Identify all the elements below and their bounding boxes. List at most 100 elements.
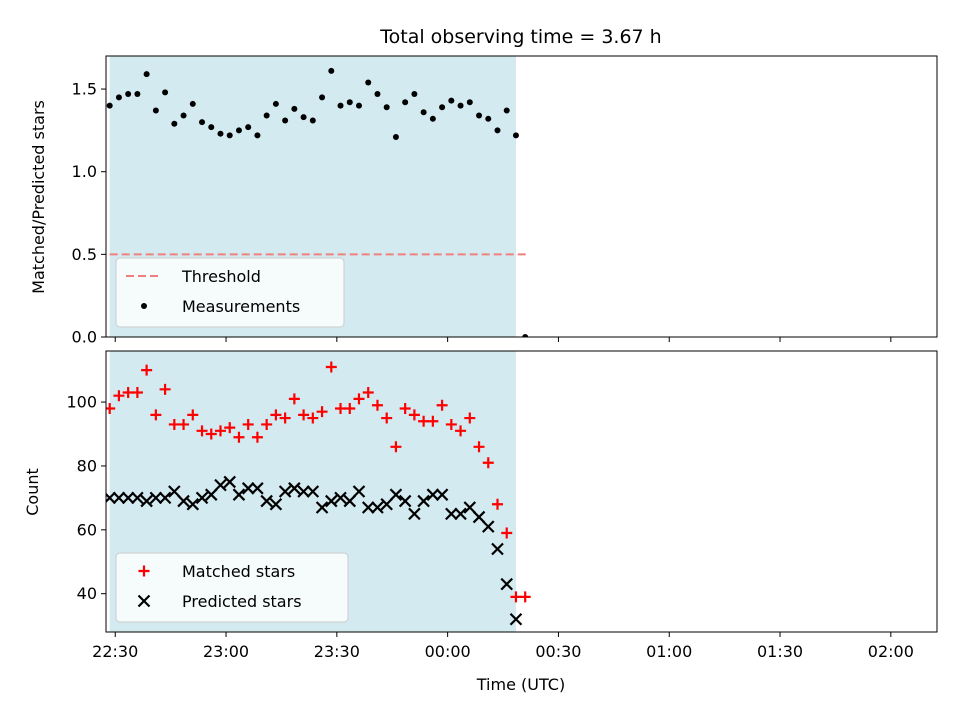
y-tick-label: 60 — [77, 520, 97, 539]
measurements-point — [365, 79, 372, 86]
matched-stars-point — [455, 425, 467, 437]
matched-stars-point — [491, 498, 503, 510]
matched-stars-point — [473, 441, 485, 453]
matched-stars-point — [233, 431, 245, 443]
predicted-stars-point — [223, 475, 237, 489]
predicted-stars-point — [288, 482, 301, 495]
matched-stars-point — [510, 591, 522, 603]
matched-stars-point — [445, 418, 457, 430]
predicted-stars-point — [112, 491, 126, 505]
measurements-point — [134, 91, 141, 98]
legend-label: Predicted stars — [182, 592, 302, 611]
measurements-point — [245, 124, 252, 131]
predicted-stars-point — [241, 482, 255, 495]
matched-stars-point — [242, 418, 254, 430]
legend: Matched stars Predicted stars — [115, 552, 349, 623]
measurements-point — [162, 89, 169, 96]
plot-area — [106, 67, 529, 337]
measurements-point — [512, 132, 519, 139]
measurements-point — [125, 91, 132, 98]
predicted-stars-point — [472, 510, 486, 524]
matched-stars-point — [362, 387, 374, 399]
y-tick-label: 1.0 — [72, 162, 97, 181]
predicted-stars-point — [269, 497, 283, 511]
x-tick-label: 23:00 — [203, 642, 249, 661]
measurements-point — [485, 115, 492, 122]
measurements-point — [180, 112, 187, 119]
matched-stars-point — [408, 409, 420, 421]
matched-stars-point — [399, 402, 411, 414]
x-tick-label: 01:30 — [757, 642, 803, 661]
matched-stars-point — [344, 402, 356, 414]
matched-stars-point — [288, 393, 300, 405]
predicted-stars-point — [158, 491, 172, 505]
matched-stars-point — [464, 412, 476, 424]
measurements-point — [457, 102, 464, 109]
matched-stars-point — [261, 418, 273, 430]
legend-box — [115, 257, 345, 328]
predicted-stars-point — [454, 507, 467, 521]
x-tick-label: 22:30 — [92, 642, 138, 661]
x-tick-label: 02:00 — [868, 642, 914, 661]
measurements-point — [115, 94, 122, 101]
measurements-point — [217, 130, 224, 137]
matched-stars-point — [168, 418, 180, 430]
measurements-point — [420, 109, 427, 116]
measurements-point — [439, 104, 446, 111]
measurements-point — [254, 132, 261, 139]
measurements-point — [355, 102, 362, 109]
matched-stars-point — [187, 409, 199, 421]
predicted-stars-point — [131, 491, 144, 505]
predicted-stars-point — [463, 501, 477, 514]
measurements-point — [503, 107, 510, 114]
matched-stars-point — [519, 591, 531, 603]
measurements-point — [309, 117, 316, 124]
predicted-stars-point — [445, 507, 458, 521]
legend-marker — [137, 594, 151, 608]
measurements-point — [171, 120, 178, 127]
predicted-stars-point — [408, 507, 421, 521]
measurements-point — [189, 100, 196, 107]
measurements-point — [152, 107, 159, 114]
measurements-point — [208, 124, 215, 131]
top-y-axis-label: Matched/Predicted stars — [29, 100, 48, 294]
matched-stars-point — [436, 399, 448, 411]
matched-stars-point — [131, 387, 143, 399]
predicted-stars-point — [509, 612, 523, 626]
y-tick-label: 0.5 — [72, 245, 97, 264]
matched-stars-point — [122, 387, 134, 399]
matched-stars-point — [353, 393, 365, 405]
predicted-stars-point — [500, 577, 514, 591]
y-tick-label: 80 — [77, 456, 97, 475]
matched-stars-point — [141, 364, 153, 376]
predicted-stars-point — [491, 542, 504, 556]
matched-stars-point — [501, 527, 513, 539]
predicted-stars-point — [278, 485, 292, 498]
measurements-point — [494, 127, 501, 134]
matched-stars-point — [371, 399, 383, 411]
measurements-point — [374, 91, 381, 98]
measurements-point — [199, 119, 206, 126]
matched-stars-point — [178, 418, 190, 430]
measurements-point — [522, 334, 529, 337]
predicted-stars-point — [204, 488, 218, 501]
predicted-stars-point — [398, 494, 412, 508]
matched-stars-point — [427, 415, 439, 427]
matched-stars-point — [113, 390, 125, 402]
measurements-point — [448, 97, 455, 104]
measurements-point — [429, 115, 436, 122]
legend-label: Measurements — [182, 297, 300, 316]
y-tick-label: 100 — [66, 393, 97, 412]
matched-stars-point — [159, 383, 171, 395]
matched-stars-point — [307, 412, 319, 424]
measurements-point — [226, 132, 233, 139]
predicted-stars-point — [251, 482, 264, 495]
x-tick-label: 00:30 — [535, 642, 581, 661]
predicted-stars-point — [361, 501, 375, 514]
y-tick-label: 0.0 — [72, 328, 97, 347]
matched-stars-point — [251, 431, 263, 443]
matched-stars-point — [205, 428, 217, 440]
legend-label: Threshold — [181, 267, 261, 286]
matched-stars-point — [150, 409, 162, 421]
legend: Threshold Measurements — [115, 257, 345, 328]
